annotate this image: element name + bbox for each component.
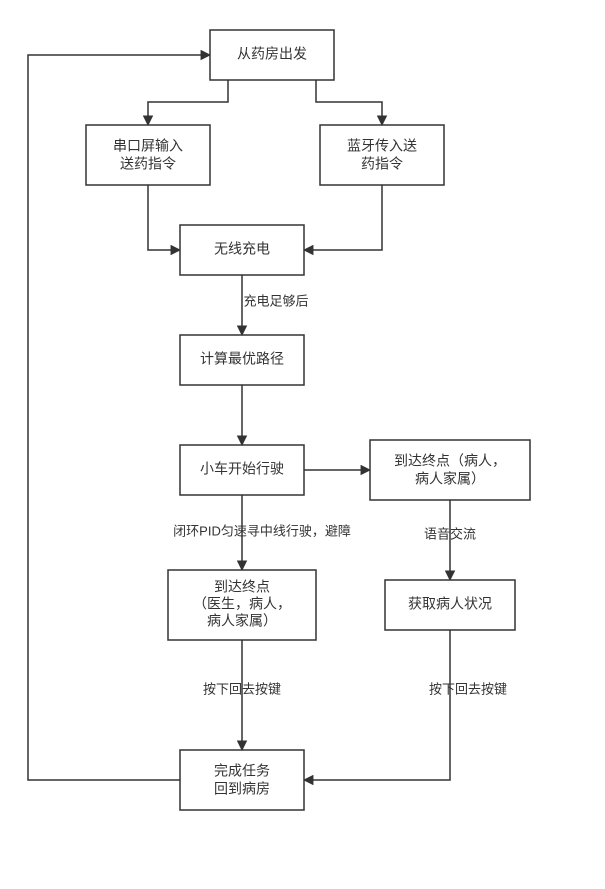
edge-start-serial [148,80,228,125]
svg-text:送药指令: 送药指令 [120,156,176,172]
svg-text:回到病房: 回到病房 [214,781,270,797]
edge-label-pid: 闭环PID匀速寻中线行驶，避障 [173,523,351,538]
node-arrive-left: 到达终点 （医生，病人， 病人家属） [168,570,316,640]
svg-text:小车开始行驶: 小车开始行驶 [200,461,284,477]
node-get-status: 获取病人状况 [385,580,515,630]
svg-text:完成任务: 完成任务 [214,763,270,779]
edge-getstatus-finish [304,630,450,780]
node-start: 从药房出发 [210,30,334,80]
node-compute: 计算最优路径 [180,335,304,385]
svg-text:无线充电: 无线充电 [214,241,270,257]
svg-text:串口屏输入: 串口屏输入 [113,138,183,154]
node-finish: 完成任务 回到病房 [180,750,304,810]
node-charging: 无线充电 [180,225,304,275]
edge-label-voice: 语音交流 [424,526,476,541]
svg-text:（医生，病人，: （医生，病人， [193,596,291,612]
svg-text:到达终点（病人，: 到达终点（病人， [394,453,506,469]
edge-label-press-back-l: 按下回去按键 [203,681,281,696]
edge-serial-charging [148,185,180,250]
edge-label-charge-enough: 充电足够后 [243,293,308,308]
svg-text:病人家属）: 病人家属） [415,471,485,487]
edge-label-press-back-r: 按下回去按键 [429,681,507,696]
edge-bt-charging [304,185,382,250]
node-bt-input: 蓝牙传入送 药指令 [320,125,444,185]
node-serial-input: 串口屏输入 送药指令 [86,125,210,185]
svg-text:从药房出发: 从药房出发 [237,46,307,62]
svg-text:到达终点: 到达终点 [214,579,270,595]
flowchart-canvas: 充电足够后 闭环PID匀速寻中线行驶，避障 语音交流 按下回去按键 按下回去按键… [0,0,605,889]
svg-text:蓝牙传入送: 蓝牙传入送 [347,138,417,154]
edge-start-bt [316,80,382,125]
svg-text:获取病人状况: 获取病人状况 [408,596,492,612]
node-drive: 小车开始行驶 [180,445,304,495]
svg-text:药指令: 药指令 [361,156,403,172]
svg-text:病人家属）: 病人家属） [207,613,277,629]
svg-text:计算最优路径: 计算最优路径 [200,351,284,367]
node-arrive-right: 到达终点（病人， 病人家属） [370,440,530,500]
